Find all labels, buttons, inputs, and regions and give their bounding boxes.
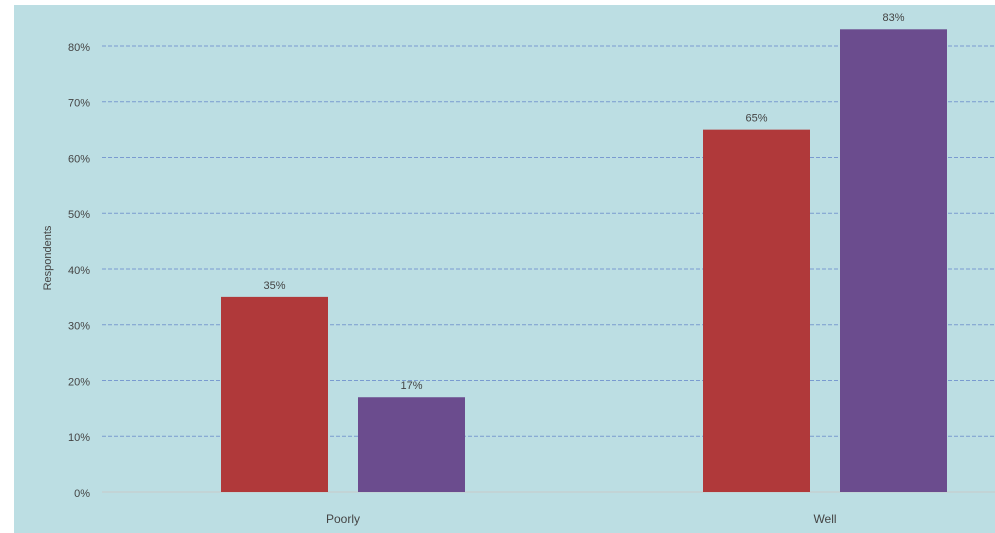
y-tick-label: 40% [68,265,90,277]
x-tick-label: Well [813,512,836,526]
y-tick-label: 30% [68,321,90,333]
bar [221,296,328,492]
y-tick-label: 70% [68,98,90,110]
y-tick-label: 60% [68,153,90,165]
bar [358,397,465,492]
value-label: 65% [745,113,767,125]
bar [703,129,810,492]
y-tick-label: 20% [68,376,90,388]
y-tick-label: 50% [68,209,90,221]
x-tick-label: Poorly [326,512,360,526]
y-axis-label: Respondents [42,225,54,290]
value-label: 35% [263,280,285,292]
y-tick-label: 10% [68,432,90,444]
value-label: 83% [882,12,904,24]
value-label: 17% [400,380,422,392]
bar [840,29,947,492]
y-tick-label: 80% [68,42,90,54]
y-tick-label: 0% [74,488,90,500]
